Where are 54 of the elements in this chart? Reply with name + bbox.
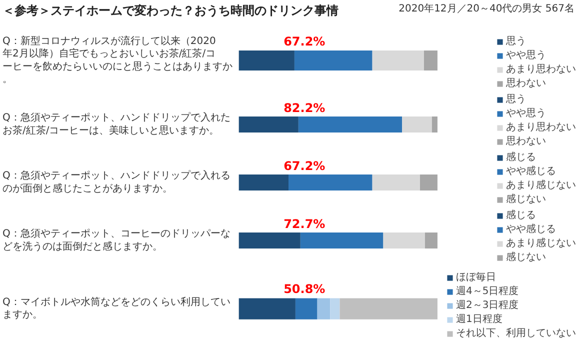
bar	[238, 174, 288, 190]
legend-label: 週1日程度	[456, 312, 502, 326]
bar	[294, 50, 372, 70]
text: あまり思わない	[506, 121, 576, 134]
legend-label: 感じる	[506, 208, 536, 222]
text: あまり感じない	[506, 178, 576, 192]
bar	[424, 50, 438, 70]
bar	[330, 298, 340, 320]
bar	[372, 174, 420, 190]
legend-label: あまり感じない	[506, 236, 576, 250]
annotation: 82.2%	[284, 100, 326, 115]
legend-label: 週4～5日程度	[456, 284, 519, 298]
text: 思わない	[506, 135, 546, 148]
bar	[295, 298, 318, 320]
text: 思う	[506, 93, 526, 106]
bar	[238, 116, 298, 132]
chart-title: ＜参考＞ステイホームで変わった？おうち時間のドリンク事情	[2, 3, 338, 18]
bar	[432, 116, 438, 132]
bar	[424, 232, 438, 248]
y-tick-label: Q：急須やティーポット、ハンドドリップで入れるのが面倒と感じたことがありますか。	[2, 170, 230, 194]
bar	[300, 232, 384, 248]
annotation: 67.2%	[284, 34, 326, 48]
legend-label: それ以下、利用していない	[456, 326, 576, 340]
bar	[298, 116, 402, 132]
bar	[238, 232, 300, 248]
legend-label: 週2～3日程度	[456, 298, 519, 312]
bar	[420, 174, 438, 190]
legend-label: やや思う	[506, 49, 546, 62]
annotation: 67.2%	[284, 158, 326, 173]
bar	[402, 116, 432, 132]
bar	[372, 50, 424, 70]
legend-label: 思わない	[506, 77, 546, 90]
y-tick-label: Q：急須やティーポット、コーヒーのドリッパーなどを洗うのは面倒だと感じますか。	[2, 228, 230, 252]
annotation: 72.7%	[284, 216, 326, 231]
legend-label: ほぼ毎日	[456, 271, 496, 284]
y-tick-label: Q：急須やティーポット、ハンドドリップで入れたお茶/紅茶/コーヒーは、美味しいと思いますか。	[2, 112, 230, 136]
text: 感じる	[506, 150, 536, 164]
text: 感じない	[506, 192, 546, 206]
legend-label: 思う	[506, 35, 526, 48]
text: 2020年12月／20～40代の男女 567名	[398, 2, 575, 14]
bar	[288, 174, 372, 190]
legend-label: やや感じる	[506, 222, 556, 236]
text: やや感じる	[506, 164, 556, 178]
bar	[383, 232, 425, 248]
text: やや思う	[506, 107, 546, 120]
y-tick-label: Q：新型コロナウィルスが流行して以来（2020年2月以降）自宅でもっとおいしいお茶/紅茶/コーヒーを飲めたらいいのにと思うことはありますか。	[2, 35, 232, 85]
bar	[340, 298, 438, 320]
annotation: 50.8%	[284, 282, 326, 296]
bar	[238, 298, 296, 320]
bar	[317, 298, 330, 320]
bar	[238, 50, 294, 70]
legend-label: 感じない	[506, 250, 546, 264]
legend-label: あまり思わない	[506, 63, 576, 76]
y-tick-label: Q：マイボトルや水筒などをどのくらい利用していますか。	[2, 296, 230, 321]
